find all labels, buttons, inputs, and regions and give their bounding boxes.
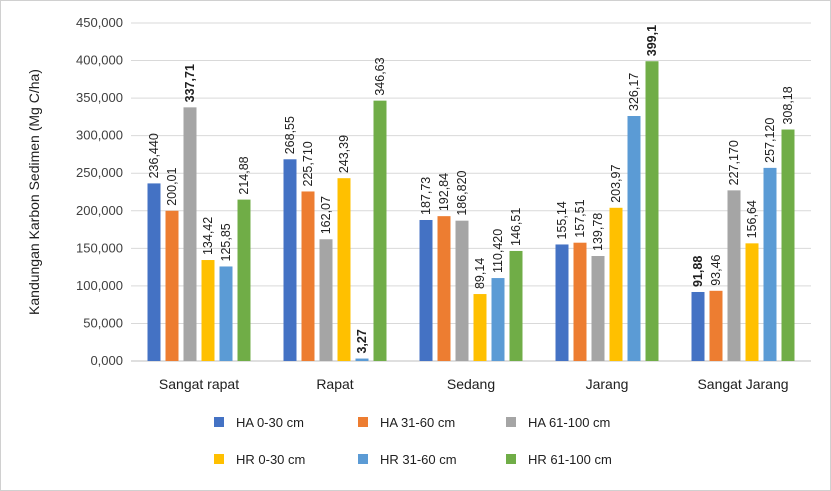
category-label: Sangat Jarang [697, 376, 788, 392]
data-label: 192,84 [437, 173, 451, 211]
bar [283, 159, 297, 361]
data-label: 187,73 [419, 177, 433, 215]
data-label: 157,51 [573, 199, 587, 237]
data-label: 156,64 [745, 200, 759, 238]
bar [237, 199, 251, 361]
bar [609, 207, 623, 361]
data-label: 268,55 [283, 116, 297, 154]
data-label: 257,120 [763, 118, 777, 163]
legend-label: HA 61-100 cm [528, 415, 610, 430]
y-tick-label: 300,000 [76, 128, 123, 143]
bar [745, 243, 759, 361]
y-axis-title: Kandungan Karbon Sedimen (Mg C/ha) [26, 69, 42, 315]
y-tick-label: 350,000 [76, 90, 123, 105]
y-tick-label: 150,000 [76, 240, 123, 255]
bar [591, 256, 605, 361]
y-tick-label: 50,000 [83, 315, 123, 330]
data-label: 227,170 [727, 140, 741, 185]
data-label: 162,07 [319, 196, 333, 234]
legend-swatch [214, 454, 224, 464]
bar [491, 278, 505, 361]
y-tick-label: 450,000 [76, 15, 123, 30]
bar [627, 116, 641, 361]
bar [301, 191, 315, 361]
data-label: 346,63 [373, 57, 387, 95]
bar [183, 107, 197, 361]
bar [473, 294, 487, 361]
data-label: 139,78 [591, 213, 605, 251]
legend-label: HA 0-30 cm [236, 415, 304, 430]
legend-label: HA 31-60 cm [380, 415, 455, 430]
y-tick-label: 100,000 [76, 278, 123, 293]
bar [337, 178, 351, 361]
y-tick-label: 400,000 [76, 53, 123, 68]
category-label: Jarang [586, 376, 629, 392]
bar [691, 291, 705, 361]
data-label: 203,97 [609, 165, 623, 203]
data-label: 110,420 [491, 229, 505, 273]
bar [437, 216, 451, 361]
bar [147, 183, 161, 361]
bar [709, 290, 723, 361]
legend-swatch [358, 417, 368, 427]
bar [781, 129, 795, 361]
legend-swatch [358, 454, 368, 464]
y-tick-label: 250,000 [76, 165, 123, 180]
data-label: 326,17 [627, 73, 641, 111]
data-label: 155,14 [555, 201, 569, 239]
y-tick-label: 200,000 [76, 203, 123, 218]
bar [645, 61, 659, 361]
data-label: 243,39 [337, 135, 351, 173]
category-label: Rapat [316, 376, 353, 392]
bar [201, 260, 215, 361]
legend-swatch [506, 454, 516, 464]
data-label: 186,820 [455, 170, 469, 215]
data-label: 337,71 [183, 64, 197, 102]
data-label: 134,42 [201, 217, 215, 255]
data-label: 91,88 [691, 256, 705, 287]
bar [509, 250, 523, 361]
bar [319, 239, 333, 361]
bar [573, 242, 587, 361]
data-label: 236,440 [147, 133, 161, 178]
category-label: Sedang [447, 376, 495, 392]
legend-label: HR 31-60 cm [380, 452, 457, 467]
data-label: 399,1 [645, 25, 659, 56]
bar [727, 190, 741, 361]
bar [763, 167, 777, 361]
data-label: 308,18 [781, 86, 795, 124]
data-label: 225,710 [301, 141, 315, 186]
data-label: 89,14 [473, 258, 487, 289]
data-label: 200,01 [165, 167, 179, 205]
bar [419, 219, 433, 361]
legend-label: HR 0-30 cm [236, 452, 305, 467]
legend-label: HR 61-100 cm [528, 452, 612, 467]
data-label: 3,27 [355, 329, 369, 353]
bar [555, 244, 569, 361]
bar [355, 358, 369, 361]
category-label: Sangat rapat [159, 376, 239, 392]
bar [373, 100, 387, 361]
data-label: 146,51 [509, 208, 523, 246]
data-label: 214,88 [237, 156, 251, 194]
bar [165, 210, 179, 361]
legend-swatch [214, 417, 224, 427]
bar [219, 266, 233, 361]
y-tick-label: 0,000 [90, 353, 123, 368]
data-label: 93,46 [709, 254, 723, 285]
data-label: 125,85 [219, 223, 233, 261]
legend-swatch [506, 417, 516, 427]
bar [455, 220, 469, 361]
